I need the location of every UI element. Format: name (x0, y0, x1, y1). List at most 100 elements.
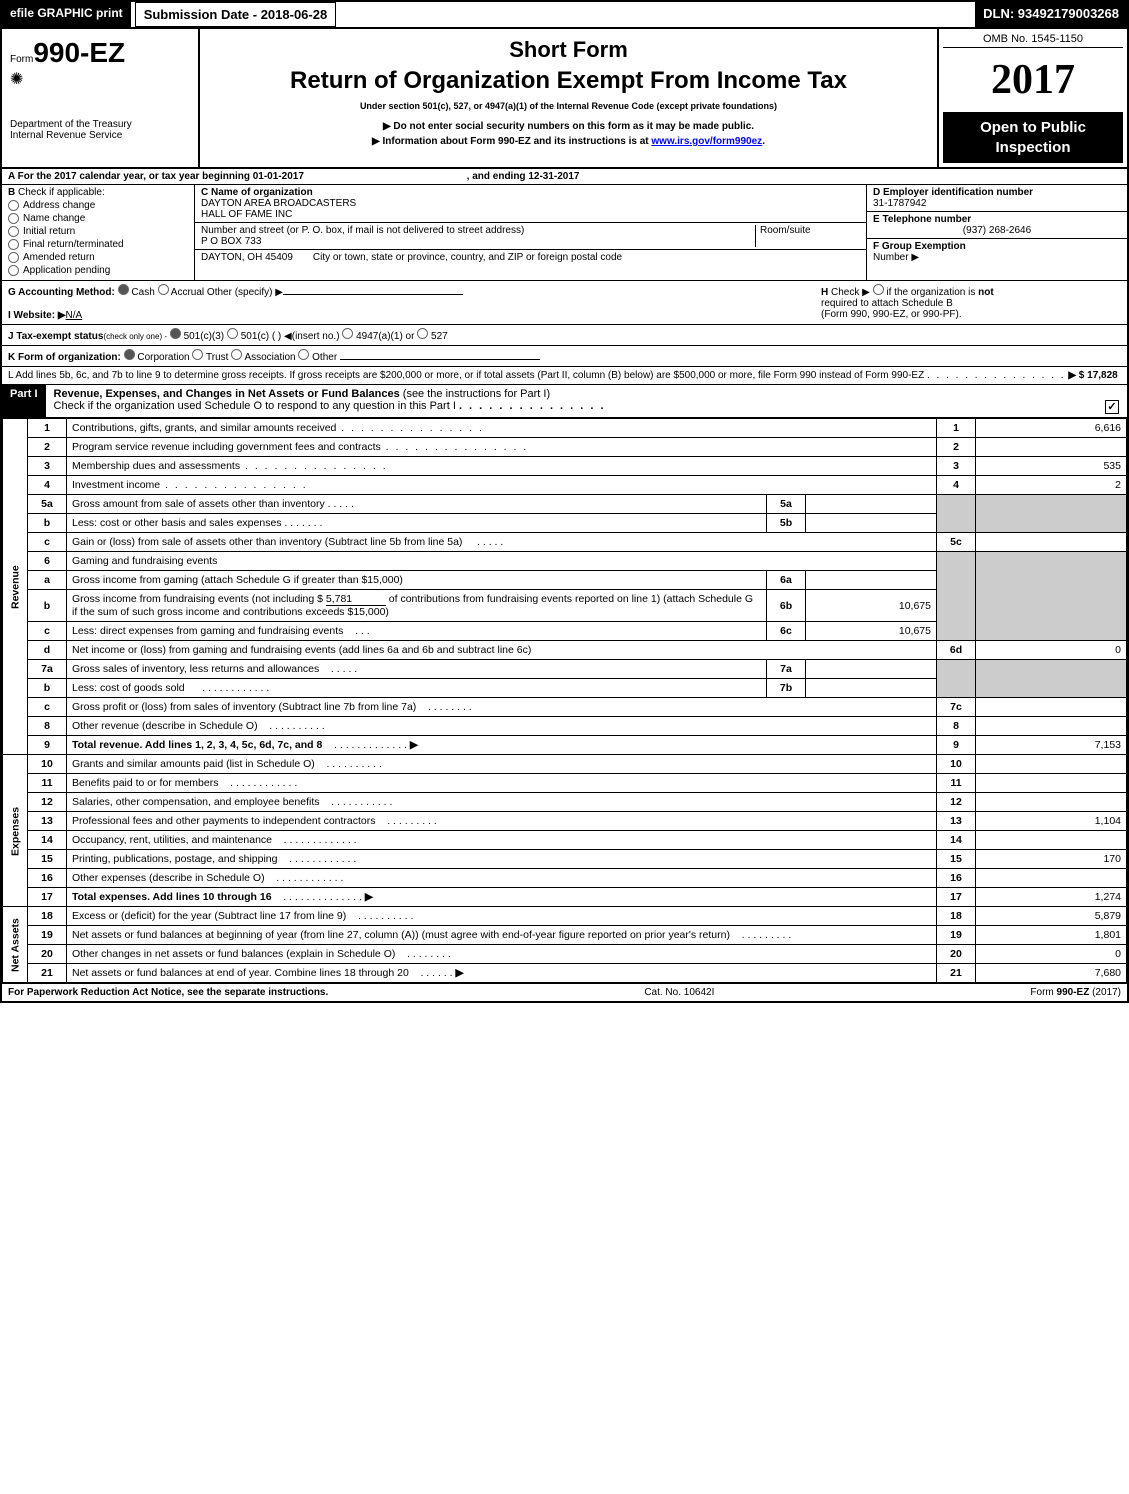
section-k: K Form of organization: Corporation Trus… (2, 346, 1127, 367)
line-desc: Total revenue. Add lines 1, 2, 3, 4, 5c,… (67, 736, 937, 755)
radio-icon[interactable] (158, 284, 169, 295)
table-row: 19 Net assets or fund balances at beginn… (3, 926, 1127, 945)
checkbox-icon[interactable]: ✓ (1105, 400, 1119, 414)
table-row: 17 Total expenses. Add lines 10 through … (3, 888, 1127, 907)
amt-field: 5,781 (326, 593, 386, 606)
line-num: c (28, 533, 67, 552)
radio-icon[interactable] (298, 349, 309, 360)
f-number-label: Number ▶ (873, 252, 919, 263)
radio-icon[interactable] (227, 328, 238, 339)
sub-num: 7b (767, 679, 806, 698)
check-amended-return[interactable]: Amended return (8, 252, 188, 263)
line-desc: Net assets or fund balances at beginning… (67, 926, 937, 945)
shaded-cell (976, 495, 1127, 533)
check-label: Initial return (23, 226, 75, 237)
box-num: 9 (937, 736, 976, 755)
radio-icon[interactable] (170, 328, 181, 339)
i-label: I Website: ▶ (8, 310, 66, 321)
part1-title: Revenue, Expenses, and Changes in Net As… (46, 385, 1127, 417)
shaded-cell (937, 495, 976, 533)
info-link[interactable]: www.irs.gov/form990ez (651, 136, 762, 147)
check-final-return[interactable]: Final return/terminated (8, 239, 188, 250)
j-501c3: 501(c)(3) (184, 331, 225, 342)
table-row: d Net income or (loss) from gaming and f… (3, 641, 1127, 660)
city-label: City or town, state or province, country… (313, 252, 622, 263)
check-address-change[interactable]: Address change (8, 200, 188, 211)
k-other: Other (312, 352, 337, 363)
check-application-pending[interactable]: Application pending (8, 265, 188, 276)
k-trust: Trust (206, 352, 228, 363)
desc-text: Other expenses (describe in Schedule O) (72, 872, 265, 884)
section-a: A For the 2017 calendar year, or tax yea… (2, 169, 1127, 185)
sub-val: 10,675 (806, 622, 937, 641)
l-amount: ▶ $ 17,828 (1068, 370, 1117, 381)
radio-icon[interactable] (342, 328, 353, 339)
efile-print-button[interactable]: efile GRAPHIC print (2, 2, 131, 27)
box-num: 11 (937, 774, 976, 793)
radio-icon[interactable] (124, 349, 135, 360)
box-val (976, 438, 1127, 457)
line-num: 10 (28, 755, 67, 774)
dots-icon (160, 479, 308, 491)
other-field[interactable] (283, 294, 463, 295)
radio-icon[interactable] (118, 284, 129, 295)
f-label: F Group Exemption (873, 241, 966, 252)
open-public-badge: Open to Public Inspection (943, 112, 1123, 163)
part1-table: Revenue 1 Contributions, gifts, grants, … (2, 418, 1127, 983)
irs-label: Internal Revenue Service (10, 130, 190, 141)
other-org-field[interactable] (340, 359, 540, 360)
line-num: 17 (28, 888, 67, 907)
box-num: 17 (937, 888, 976, 907)
line-desc: Investment income (67, 476, 937, 495)
table-row: 13 Professional fees and other payments … (3, 812, 1127, 831)
sub-num: 6c (767, 622, 806, 641)
radio-icon[interactable] (417, 328, 428, 339)
form-prefix: Form (10, 54, 33, 65)
part1-header: Part I Revenue, Expenses, and Changes in… (2, 385, 1127, 418)
box-num: 5c (937, 533, 976, 552)
dots-icon (459, 400, 606, 412)
desc-text: Other changes in net assets or fund bala… (72, 948, 395, 960)
table-row: Revenue 1 Contributions, gifts, grants, … (3, 419, 1127, 438)
radio-icon[interactable] (231, 349, 242, 360)
table-row: c Gain or (loss) from sale of assets oth… (3, 533, 1127, 552)
arrow-icon: ▶ (455, 967, 463, 979)
cash-label: Cash (131, 287, 154, 298)
check-label: Name change (23, 213, 85, 224)
expenses-side-label: Expenses (3, 755, 28, 907)
section-j: J Tax-exempt status(check only one) - 50… (2, 325, 1127, 346)
shaded-cell (976, 552, 1127, 641)
desc-text: Gross sales of inventory, less returns a… (72, 663, 319, 675)
check-label: Application pending (23, 265, 110, 276)
line-num: 6 (28, 552, 67, 571)
box-val (976, 774, 1127, 793)
radio-icon[interactable] (873, 284, 884, 295)
line-desc: Total expenses. Add lines 10 through 16 … (67, 888, 937, 907)
box-val (976, 698, 1127, 717)
line-num: 20 (28, 945, 67, 964)
desc-text: Professional fees and other payments to … (72, 815, 376, 827)
check-name-change[interactable]: Name change (8, 213, 188, 224)
org-info-row: B Check if applicable: Address change Na… (2, 185, 1127, 281)
table-row: 9 Total revenue. Add lines 1, 2, 3, 4, 5… (3, 736, 1127, 755)
line-desc: Printing, publications, postage, and shi… (67, 850, 937, 869)
box-val (976, 755, 1127, 774)
desc-text: Less: direct expenses from gaming and fu… (72, 625, 343, 637)
box-num: 2 (937, 438, 976, 457)
line-num: b (28, 679, 67, 698)
arrow-icon: ▶ (365, 891, 373, 903)
section-g-h: G Accounting Method: Cash Accrual Other … (2, 281, 1127, 325)
e-label: E Telephone number (873, 214, 1121, 225)
section-g: G Accounting Method: Cash Accrual Other … (8, 284, 821, 321)
line-desc: Gross sales of inventory, less returns a… (67, 660, 767, 679)
radio-icon[interactable] (192, 349, 203, 360)
desc-text: Total expenses. Add lines 10 through 16 (72, 891, 272, 903)
footer-left: For Paperwork Reduction Act Notice, see … (8, 987, 328, 998)
radio-icon (8, 200, 19, 211)
check-label: Final return/terminated (23, 239, 124, 250)
sub-val (806, 660, 937, 679)
box-num: 8 (937, 717, 976, 736)
box-val: 5,879 (976, 907, 1127, 926)
room-label: Room/suite (760, 225, 860, 236)
check-initial-return[interactable]: Initial return (8, 226, 188, 237)
